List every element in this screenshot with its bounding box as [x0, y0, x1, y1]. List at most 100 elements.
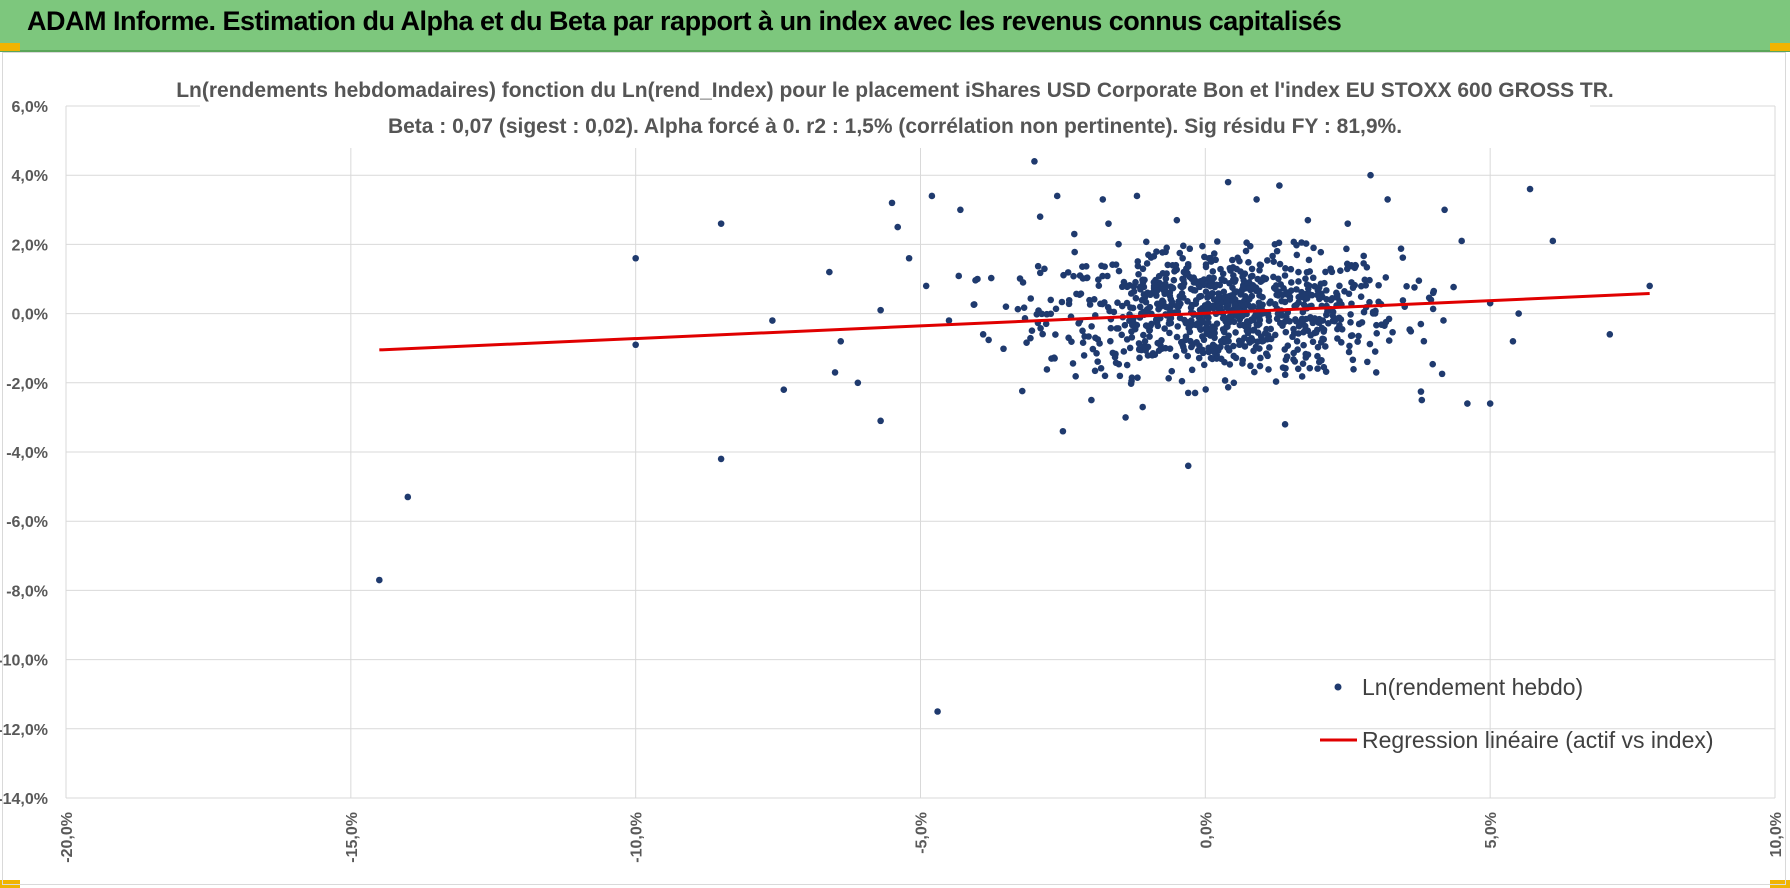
- data-point: [1232, 329, 1239, 336]
- data-point: [1199, 317, 1206, 324]
- data-point: [945, 317, 953, 324]
- data-point: [1090, 296, 1098, 303]
- data-point: [1351, 264, 1359, 272]
- data-point: [1217, 265, 1224, 273]
- data-point: [1310, 244, 1317, 252]
- y-axis-ticks: 6,0% 4,0% 2,0% 0,0% -2,0% -4,0% -6,0% -8,0% -10,…: [0, 99, 48, 808]
- data-point: [1314, 352, 1321, 360]
- data-point: [1233, 265, 1240, 273]
- regression-line: [379, 292, 1650, 352]
- data-point: [1279, 291, 1286, 299]
- data-point: [979, 331, 987, 338]
- data-point: [1239, 356, 1246, 364]
- data-point: [1220, 326, 1228, 334]
- data-point: [1362, 281, 1370, 289]
- data-point: [1646, 282, 1653, 290]
- data-point: [1229, 256, 1236, 264]
- data-point: [1176, 249, 1184, 257]
- data-point: [1263, 350, 1270, 357]
- data-point: [1101, 263, 1108, 270]
- data-point: [1303, 295, 1311, 302]
- data-point: [1064, 269, 1072, 276]
- data-point: [934, 708, 941, 715]
- data-point: [632, 254, 639, 262]
- data-point: [1094, 358, 1102, 365]
- data-point: [1418, 396, 1426, 404]
- data-point: [1144, 352, 1152, 359]
- data-point: [1417, 320, 1425, 328]
- data-point: [1184, 260, 1192, 268]
- data-point: [1120, 278, 1128, 286]
- data-point: [1257, 261, 1265, 269]
- data-point: [1070, 272, 1077, 280]
- data-point: [1169, 284, 1176, 291]
- data-point: [1209, 268, 1217, 275]
- data-point: [1360, 252, 1368, 260]
- data-point: [1116, 372, 1124, 380]
- data-point: [1158, 345, 1166, 353]
- data-point: [1072, 373, 1079, 380]
- data-point: [1196, 292, 1204, 300]
- data-point: [1366, 298, 1373, 306]
- data-point: [1321, 279, 1328, 287]
- data-point: [1288, 279, 1295, 286]
- data-point: [1210, 348, 1218, 355]
- data-point: [1322, 343, 1329, 350]
- data-point: [1329, 312, 1336, 319]
- data-point: [1224, 318, 1232, 326]
- data-point: [1364, 358, 1371, 366]
- data-point: [957, 206, 964, 214]
- data-point: [1193, 339, 1200, 346]
- data-point: [1267, 335, 1275, 343]
- data-point: [1121, 321, 1129, 329]
- data-point: [1107, 337, 1114, 345]
- data-point: [1153, 287, 1161, 295]
- data-point: [1372, 369, 1380, 376]
- data-point: [1091, 367, 1099, 375]
- data-point: [1028, 327, 1036, 335]
- data-point: [1293, 338, 1301, 345]
- data-point: [1224, 344, 1231, 351]
- data-point: [1079, 327, 1086, 335]
- data-point: [1128, 328, 1135, 335]
- data-point: [1059, 427, 1067, 435]
- data-point: [1088, 323, 1095, 330]
- data-point: [1213, 320, 1221, 327]
- data-point: [1306, 364, 1314, 372]
- data-point: [1122, 414, 1129, 421]
- data-point: [1186, 245, 1194, 253]
- data-point: [1335, 314, 1343, 322]
- data-point: [1239, 284, 1247, 292]
- data-point: [987, 274, 995, 282]
- y-tick-label: -6,0%: [6, 514, 48, 531]
- data-point: [1295, 278, 1302, 285]
- data-point: [1177, 282, 1184, 290]
- data-point: [1002, 303, 1010, 310]
- data-point: [826, 268, 833, 276]
- data-point: [1302, 275, 1309, 282]
- data-point: [1276, 260, 1284, 268]
- data-point: [1440, 317, 1447, 324]
- data-point: [1293, 241, 1300, 249]
- data-point: [1304, 216, 1312, 224]
- chart-subtitle: Beta : 0,07 (sigest : 0,02). Alpha forcé…: [388, 115, 1402, 138]
- data-point: [1120, 348, 1128, 355]
- data-point: [1159, 269, 1167, 277]
- data-point: [1136, 345, 1143, 353]
- data-point: [1134, 374, 1141, 381]
- data-point: [1202, 288, 1210, 296]
- data-point: [1304, 351, 1312, 358]
- data-point: [1149, 350, 1157, 357]
- data-point: [1118, 331, 1125, 339]
- data-point: [1130, 288, 1138, 295]
- data-point: [1458, 237, 1465, 245]
- data-point: [1204, 306, 1212, 314]
- data-point: [1319, 335, 1326, 343]
- data-point: [1180, 242, 1187, 250]
- data-point: [1095, 282, 1103, 290]
- legend-point-marker: [1334, 683, 1342, 691]
- data-point: [1248, 265, 1256, 273]
- data-point: [1389, 328, 1396, 336]
- data-point: [1126, 344, 1134, 352]
